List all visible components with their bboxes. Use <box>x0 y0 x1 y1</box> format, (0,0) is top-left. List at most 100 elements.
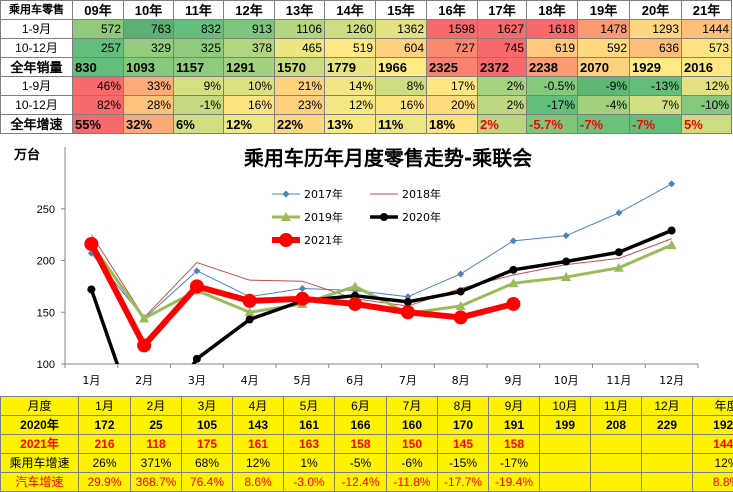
value-cell: 830 <box>73 58 124 77</box>
value-cell: 6% <box>174 115 224 134</box>
data-point <box>562 258 570 266</box>
x-tick-label: 2月 <box>135 374 153 387</box>
value-cell <box>642 473 693 492</box>
value-cell: 158 <box>335 435 387 454</box>
value-cell: 9% <box>174 77 224 96</box>
value-cell: 763 <box>124 20 174 39</box>
y-tick-label: 250 <box>37 204 55 216</box>
legend-label: 2020年 <box>402 210 441 224</box>
y-axis-label: 万台 <box>13 147 40 163</box>
data-point <box>457 270 464 277</box>
data-point <box>190 279 204 293</box>
value-cell: 16% <box>224 96 275 115</box>
x-tick-label: 11月 <box>606 374 631 387</box>
value-cell: 8.8% <box>693 473 733 492</box>
value-cell: 166 <box>335 416 387 435</box>
value-cell: 22% <box>275 115 325 134</box>
value-cell: 465 <box>275 39 325 58</box>
value-cell: 1260 <box>325 20 376 39</box>
value-cell: -9% <box>578 77 630 96</box>
year-header-cell: 09年 <box>73 1 124 20</box>
value-cell: 191 <box>489 416 540 435</box>
data-point <box>509 266 517 274</box>
value-cell: -0.5% <box>527 77 578 96</box>
month-header-cell: 4月 <box>233 397 284 416</box>
value-cell: 160 <box>387 416 438 435</box>
value-cell: 158 <box>489 435 540 454</box>
legend-marker <box>380 213 388 221</box>
value-cell: -4% <box>578 96 630 115</box>
data-point <box>454 310 468 324</box>
value-cell: 10% <box>224 77 275 96</box>
x-tick-label: 4月 <box>241 374 259 387</box>
value-cell: 25 <box>131 416 182 435</box>
value-cell: 16% <box>376 96 427 115</box>
value-cell: 592 <box>578 39 630 58</box>
x-tick-label: 6月 <box>346 374 364 387</box>
value-cell: 1779 <box>325 58 376 77</box>
row-label: 2021年 <box>1 435 79 454</box>
value-cell: -10% <box>682 96 732 115</box>
value-cell: 229 <box>642 416 693 435</box>
year-header-cell: 16年 <box>427 1 478 20</box>
value-cell <box>642 435 693 454</box>
value-cell: 1966 <box>376 58 427 77</box>
value-cell: 208 <box>591 416 642 435</box>
value-cell: 1598 <box>427 20 478 39</box>
value-cell: 1627 <box>478 20 527 39</box>
value-cell: 2% <box>478 115 527 134</box>
y-tick-label: 200 <box>37 256 55 268</box>
value-cell: 163 <box>284 435 335 454</box>
data-point <box>457 288 465 296</box>
month-header-cell: 2月 <box>131 397 182 416</box>
value-cell: 619 <box>527 39 578 58</box>
value-cell: 143 <box>233 416 284 435</box>
value-cell: 1618 <box>527 20 578 39</box>
value-cell: 1% <box>284 454 335 473</box>
value-cell: 14% <box>325 77 376 96</box>
row-label: 乘用车增速 <box>1 454 79 473</box>
row-label: 1-9月 <box>1 77 73 96</box>
year-header-cell: 10年 <box>124 1 174 20</box>
legend-label: 2018年 <box>402 187 441 201</box>
value-cell: 727 <box>427 39 478 58</box>
value-cell: 29.9% <box>79 473 131 492</box>
value-cell: 1291 <box>224 58 275 77</box>
year-header-cell: 13年 <box>275 1 325 20</box>
data-point <box>246 315 254 323</box>
value-cell: -5% <box>335 454 387 473</box>
value-cell: -13% <box>630 77 682 96</box>
value-cell: 2070 <box>578 58 630 77</box>
value-cell: 172 <box>79 416 131 435</box>
value-cell: 1444 <box>693 435 733 454</box>
table-row: 2021年2161181751611631581501451581444 <box>1 435 733 454</box>
value-cell: 7% <box>630 96 682 115</box>
year-header-cell: 20年 <box>630 1 682 20</box>
row-label: 全年销量 <box>1 58 73 77</box>
y-tick-label: 150 <box>37 307 55 319</box>
legend-marker <box>283 191 290 198</box>
year-header-cell: 19年 <box>578 1 630 20</box>
value-cell: 1106 <box>275 20 325 39</box>
value-cell: 8% <box>376 77 427 96</box>
legend-label: 2017年 <box>304 187 343 201</box>
value-cell: 1478 <box>578 20 630 39</box>
value-cell: 82% <box>73 96 124 115</box>
value-cell: 46% <box>73 77 124 96</box>
value-cell <box>642 454 693 473</box>
month-header-cell: 3月 <box>182 397 233 416</box>
year-header-cell: 14年 <box>325 1 376 20</box>
value-cell: 21% <box>275 77 325 96</box>
value-cell: 8.6% <box>233 473 284 492</box>
value-cell: 161 <box>233 435 284 454</box>
value-cell: 572 <box>73 20 124 39</box>
value-cell: 2238 <box>527 58 578 77</box>
row-label: 1-9月 <box>1 20 73 39</box>
value-cell: 105 <box>182 416 233 435</box>
value-cell: -19.4% <box>489 473 540 492</box>
